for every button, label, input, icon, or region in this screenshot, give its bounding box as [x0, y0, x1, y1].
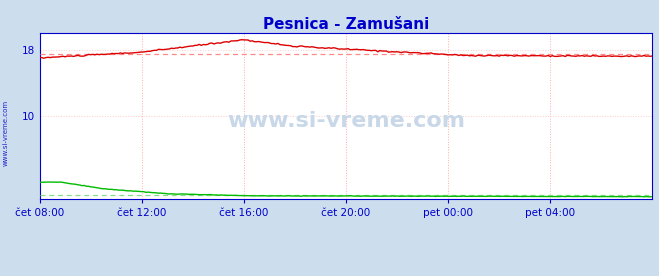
Title: Pesnica - Zamušani: Pesnica - Zamušani — [263, 17, 429, 32]
Text: www.si-vreme.com: www.si-vreme.com — [2, 99, 9, 166]
Text: www.si-vreme.com: www.si-vreme.com — [227, 111, 465, 131]
Legend: temperatura [C], pretok [m3/s]: temperatura [C], pretok [m3/s] — [231, 274, 461, 276]
